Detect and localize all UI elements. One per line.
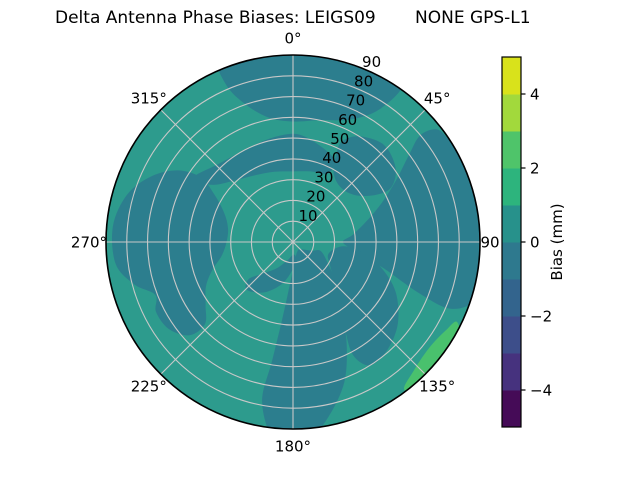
radial-tick-label-80: 80: [354, 72, 373, 90]
colorbar-tick-label-2: 2: [530, 160, 540, 178]
grid-spoke-135: [292, 241, 426, 375]
grid-spoke-45: [292, 109, 426, 243]
radial-tick-label-90: 90: [362, 53, 381, 71]
colorbar-segment-0: [502, 390, 521, 428]
polar-grid: [106, 55, 480, 429]
radial-tick-label-40: 40: [322, 149, 341, 167]
radial-tick-label-10: 10: [298, 207, 317, 225]
contour-region-east-band: [342, 129, 480, 309]
grid-spoke-225: [160, 241, 294, 375]
contour-region-north-mid-band: [193, 133, 335, 185]
colorbar-segment-2: [502, 316, 521, 354]
angular-tick-label-180: 180°: [275, 438, 311, 456]
colorbar-segment-7: [502, 131, 521, 169]
radial-tick-label-50: 50: [330, 130, 349, 148]
angular-tick-label-135: 135°: [419, 378, 455, 396]
grid-spoke-315: [160, 109, 294, 243]
colorbar-segment-1: [502, 353, 521, 391]
plot-outline: [105, 54, 481, 430]
contour-region-se-rim-green-sliver: [403, 321, 462, 392]
colorbar-segment-4: [502, 242, 521, 280]
angular-tick-label-90: 90: [480, 234, 499, 252]
angular-tick-label-0: 0°: [284, 30, 301, 48]
radial-tick-label-20: 20: [306, 188, 325, 206]
colorbar-tick-label-4: 4: [530, 86, 540, 104]
chart-title-station: Delta Antenna Phase Biases: LEIGS09: [55, 8, 376, 28]
radial-tick-label-60: 60: [338, 111, 357, 129]
colorbar-tick-label--4: −4: [530, 382, 552, 400]
contour-region-center-sw-tongue: [245, 254, 296, 293]
colorbar-segment-5: [502, 205, 521, 243]
colorbar-tick-label-0: 0: [530, 234, 540, 252]
colorbar-axis-label: Bias (mm): [548, 203, 566, 280]
radial-tick-label-70: 70: [346, 92, 365, 110]
angular-tick-label-45: 45°: [424, 89, 451, 107]
colorbar-segment-3: [502, 279, 521, 317]
colorbar-segment-6: [502, 168, 521, 206]
colorbar-tick-label--2: −2: [530, 308, 552, 326]
colorbar-segment-9: [502, 57, 521, 95]
radial-tick-label-30: 30: [314, 168, 333, 186]
contour-region-west-blob: [111, 170, 229, 336]
angular-tick-label-270: 270°: [71, 234, 107, 252]
colorbar-segment-8: [502, 94, 521, 132]
angular-tick-label-315: 315°: [131, 89, 167, 107]
angular-tick-label-225: 225°: [131, 378, 167, 396]
chart-title-signal: NONE GPS-L1: [415, 8, 531, 28]
